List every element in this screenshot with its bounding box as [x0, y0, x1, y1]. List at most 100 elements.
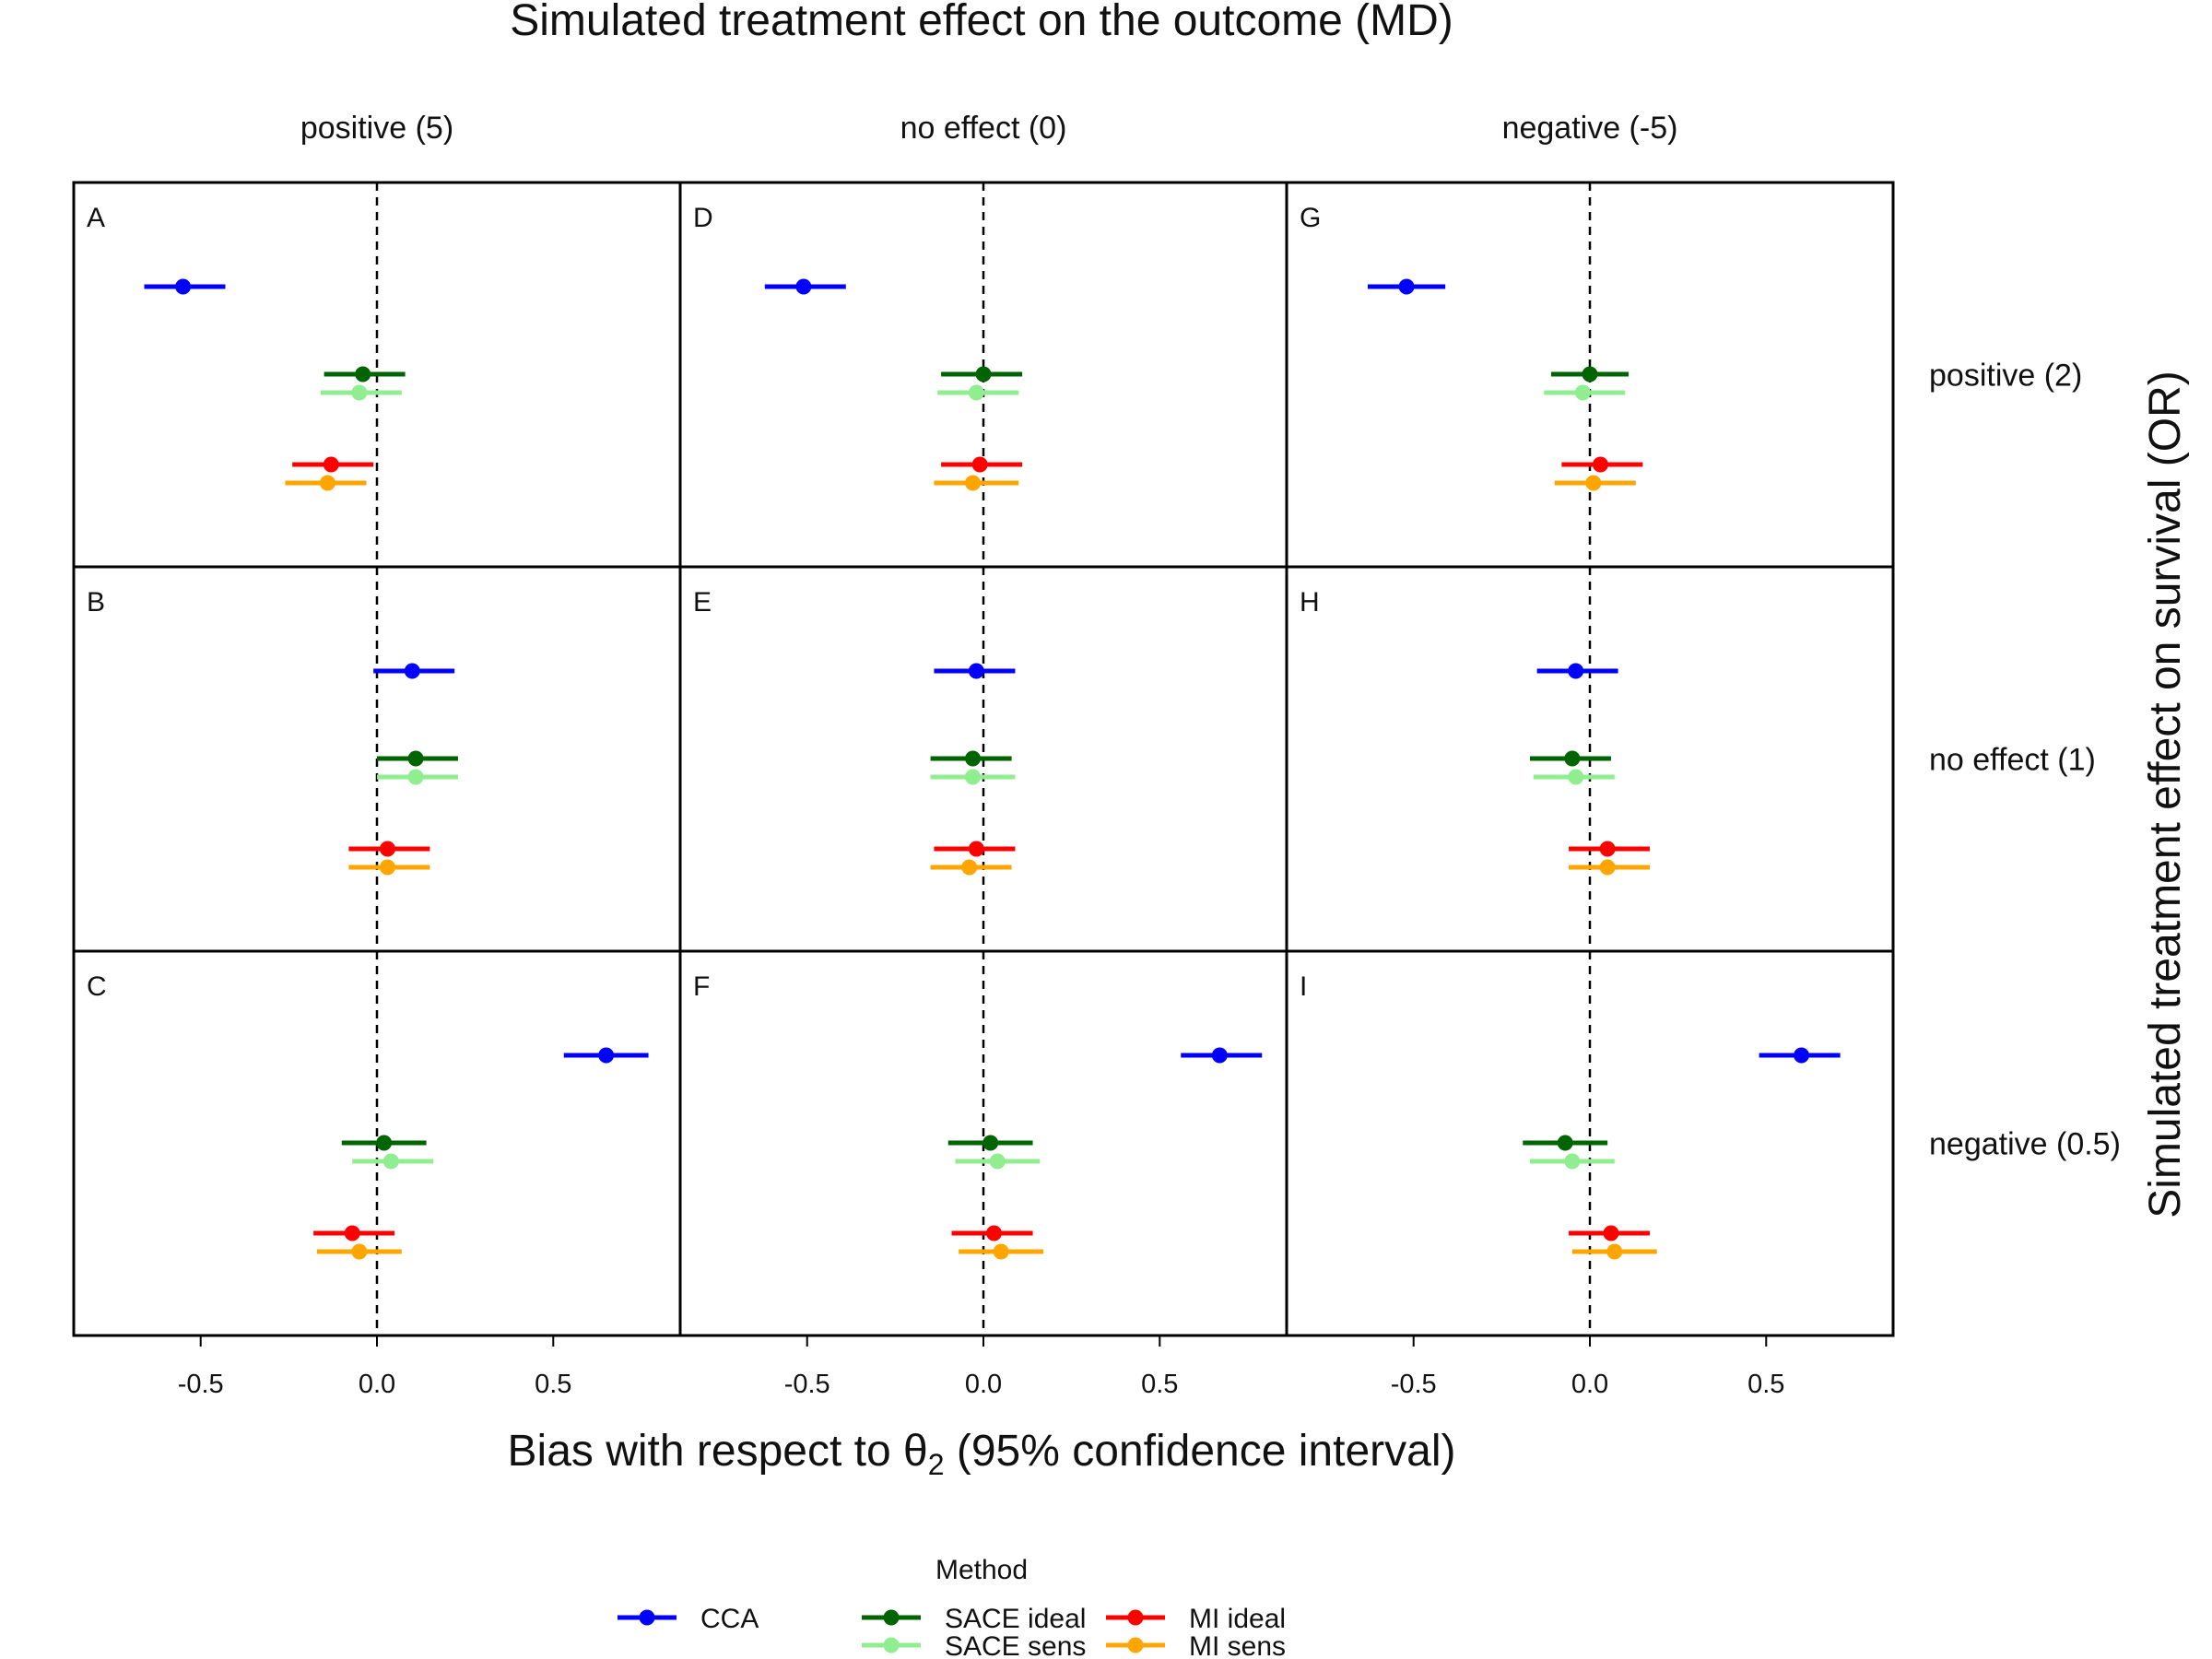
estimate-point-cca: [1398, 278, 1415, 295]
x-tick-label: 0.0: [965, 1370, 1002, 1399]
estimate-point-sace-sens: [407, 769, 424, 785]
legend-swatch-point-cca: [639, 1609, 655, 1626]
estimate-point-sace-sens: [1564, 1153, 1581, 1170]
estimate-point-sace-sens: [1568, 769, 1584, 785]
panel-g: G: [1285, 181, 1895, 569]
column-label-positive-5: positive (5): [300, 111, 453, 146]
panel-f: F: [678, 949, 1288, 1337]
estimate-point-mi-sens: [379, 859, 395, 876]
x-axis-title-prefix: Bias with respect to θ: [508, 1427, 928, 1476]
estimate-point-mi-ideal: [344, 1225, 360, 1241]
estimate-point-mi-sens: [1606, 1243, 1623, 1260]
estimate-point-sace-ideal: [407, 750, 424, 767]
panel-letter-g: G: [1300, 203, 1321, 233]
estimate-point-mi-ideal: [323, 456, 339, 473]
x-tick-label: -0.5: [178, 1370, 224, 1399]
legend-item-mi-sens: MI sens: [1106, 1631, 1286, 1659]
legend-item-sace-sens: SACE sens: [862, 1631, 1086, 1659]
panel-letter-d: D: [693, 203, 713, 233]
legend-label-mi-ideal: MI ideal: [1189, 1604, 1286, 1634]
legend-label-cca: CCA: [700, 1604, 759, 1634]
estimate-point-mi-ideal: [985, 1225, 1002, 1241]
estimate-point-mi-ideal: [1603, 1225, 1619, 1241]
estimate-point-sace-ideal: [376, 1135, 393, 1151]
legend-item-mi-ideal: MI ideal: [1106, 1604, 1286, 1634]
x-tick-label: -0.5: [1391, 1370, 1437, 1399]
panel-d: D: [678, 181, 1288, 569]
legend-swatch-point-mi-sens: [1127, 1637, 1144, 1653]
estimate-point-cca: [795, 278, 812, 295]
estimate-point-mi-sens: [319, 475, 335, 491]
panel-letter-e: E: [693, 587, 712, 618]
estimate-point-cca: [175, 278, 192, 295]
panel-letter-a: A: [87, 203, 105, 233]
estimate-point-sace-sens: [351, 384, 368, 401]
panel-h: H: [1285, 565, 1895, 953]
estimate-point-mi-ideal: [1592, 456, 1608, 473]
legend-label-mi-sens: MI sens: [1189, 1631, 1286, 1659]
estimate-point-mi-ideal: [968, 841, 984, 857]
estimate-point-cca: [1794, 1047, 1810, 1064]
estimate-point-sace-ideal: [1564, 750, 1581, 767]
column-labels: positive (5) no effect (0) negative (-5): [300, 111, 1678, 146]
estimate-point-mi-ideal: [971, 456, 988, 473]
legend-title: Method: [935, 1555, 1028, 1585]
panel-e: E: [678, 565, 1288, 953]
estimate-point-cca: [1568, 663, 1584, 679]
estimate-point-mi-sens: [351, 1243, 368, 1260]
legend-swatch-point-sace-ideal: [883, 1609, 900, 1626]
x-axis-ticks: -0.5 0.0 0.5 -0.5 0.0 0.5 -0.5 0.0 0.5: [178, 1335, 1784, 1399]
x-axis-title: Bias with respect to θ2 (95% confidence …: [508, 1427, 1456, 1481]
x-tick-label: 0.0: [1571, 1370, 1608, 1399]
estimate-point-mi-sens: [1599, 859, 1616, 876]
estimate-point-cca: [1211, 1047, 1228, 1064]
estimate-point-cca: [404, 663, 420, 679]
x-axis-title-suffix: (95% confidence interval): [945, 1427, 1456, 1476]
panel-letter-f: F: [693, 971, 710, 1002]
column-label-negative-5: negative (-5): [1502, 111, 1678, 146]
row-label-negative-0-5: negative (0.5): [1929, 1127, 2121, 1162]
panel-letter-c: C: [87, 971, 107, 1002]
x-tick-label: -0.5: [784, 1370, 830, 1399]
legend-swatch-point-sace-sens: [883, 1637, 900, 1653]
x-tick-label: 0.0: [359, 1370, 395, 1399]
row-labels: positive (2) no effect (1) negative (0.5): [1929, 359, 2121, 1162]
estimate-point-cca: [598, 1047, 615, 1064]
row-label-no-effect-1: no effect (1): [1929, 743, 2096, 778]
x-tick-label: 0.5: [1747, 1370, 1784, 1399]
panel-letter-h: H: [1300, 587, 1320, 618]
estimate-point-mi-ideal: [379, 841, 395, 857]
estimate-point-mi-ideal: [1599, 841, 1616, 857]
panel-i: I: [1285, 949, 1895, 1337]
estimate-point-sace-ideal: [975, 366, 992, 382]
panel-letter-b: B: [87, 587, 105, 618]
estimate-point-sace-sens: [1574, 384, 1591, 401]
estimate-point-mi-sens: [993, 1243, 1009, 1260]
estimate-point-sace-ideal: [1557, 1135, 1573, 1151]
estimate-point-sace-sens: [989, 1153, 1006, 1170]
column-label-no-effect-0: no effect (0): [900, 111, 1067, 146]
legend-swatch-point-mi-ideal: [1127, 1609, 1144, 1626]
panel-letter-i: I: [1300, 971, 1307, 1002]
panel-b: B: [72, 565, 682, 953]
estimate-point-sace-sens: [382, 1153, 399, 1170]
estimate-point-cca: [968, 663, 984, 679]
estimate-point-sace-ideal: [1582, 366, 1598, 382]
row-label-positive-2: positive (2): [1929, 359, 2082, 394]
legend-item-sace-ideal: SACE ideal: [862, 1604, 1086, 1634]
estimate-point-mi-sens: [965, 475, 982, 491]
estimate-point-sace-ideal: [965, 750, 982, 767]
estimate-point-mi-sens: [1585, 475, 1602, 491]
estimate-point-sace-sens: [968, 384, 984, 401]
panel-a: A: [72, 181, 682, 569]
panel-c: C: [72, 949, 682, 1337]
estimate-point-mi-sens: [961, 859, 978, 876]
x-tick-label: 0.5: [1141, 1370, 1178, 1399]
x-axis-title-subscript: 2: [928, 1448, 945, 1481]
y-axis-title: Simulated treatment effect on survival (…: [2141, 371, 2190, 1218]
panel-grid: A D G B E H C F I: [72, 181, 1895, 1337]
x-tick-label: 0.5: [535, 1370, 571, 1399]
legend-item-cca: CCA: [618, 1604, 759, 1634]
